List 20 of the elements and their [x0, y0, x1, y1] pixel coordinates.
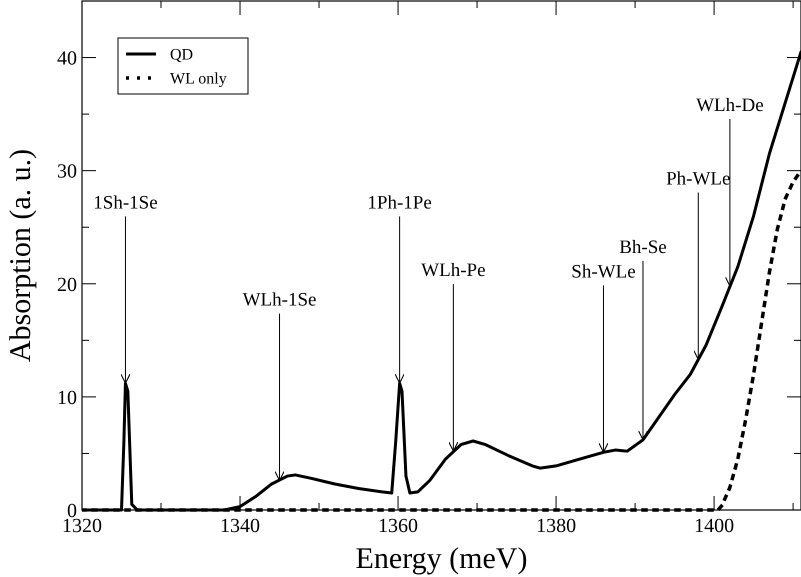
- annotation: 1Sh-1Se: [93, 192, 158, 214]
- y-tick-label: 10: [57, 386, 77, 409]
- legend-label: QD: [170, 46, 194, 64]
- x-tick-label: 1360: [378, 515, 418, 537]
- y-tick-label: 20: [57, 274, 77, 296]
- annotation: Bh-Se: [619, 236, 667, 258]
- annotation: Ph-WLe: [666, 168, 730, 190]
- annotation: 1Ph-1Pe: [367, 192, 432, 214]
- annotation: WLh-De: [696, 95, 764, 116]
- x-tick-label: 1340: [220, 515, 260, 537]
- x-tick-label: 1380: [536, 515, 576, 537]
- x-axis-title: Energy (meV): [356, 542, 528, 575]
- y-tick-label: 40: [57, 48, 77, 70]
- annotation: WLh-Pe: [421, 260, 486, 282]
- y-axis-title: Absorption (a. u.): [4, 148, 37, 362]
- annotation: WLh-1Se: [242, 290, 316, 311]
- annotation: Sh-WLe: [571, 261, 636, 282]
- x-tick-label: 1400: [694, 515, 734, 537]
- legend-label: WL only: [170, 70, 227, 88]
- y-tick-label: 30: [57, 160, 77, 183]
